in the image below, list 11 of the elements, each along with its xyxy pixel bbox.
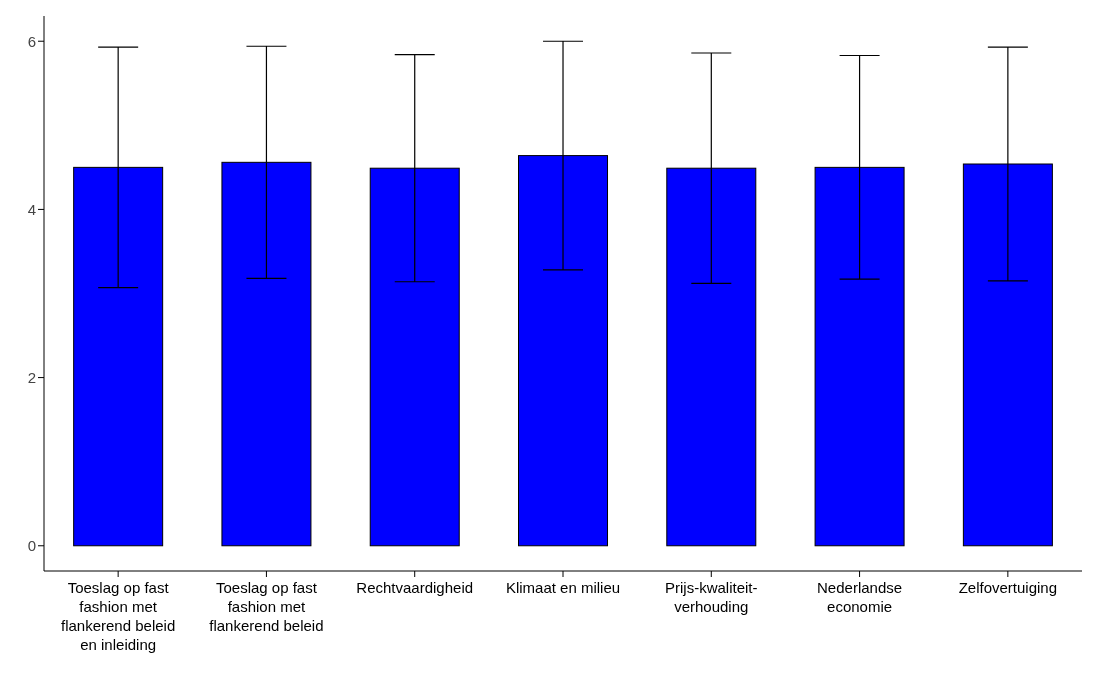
x-tick-label: Toeslag op fast fashion met flankerend beleid [209,579,324,634]
x-tick-label: Klimaat en milieu [505,579,621,596]
x-tick-label: Nederlandse economie [817,579,903,615]
x-tick-label: Zelfovertuiging [958,579,1058,596]
y-tick-label: 4 [27,200,36,218]
x-tick-label: Prijs-kwaliteit-verhouding [665,579,758,615]
x-tick-label: Rechtvaardigheid [356,579,474,596]
x-tick-label: Toeslag op fast fashion met flankerend beleid en inleiding [61,579,176,653]
y-tick-label: 6 [27,32,36,50]
y-tick-label: 0 [27,537,36,555]
y-tick-label: 2 [27,368,36,386]
